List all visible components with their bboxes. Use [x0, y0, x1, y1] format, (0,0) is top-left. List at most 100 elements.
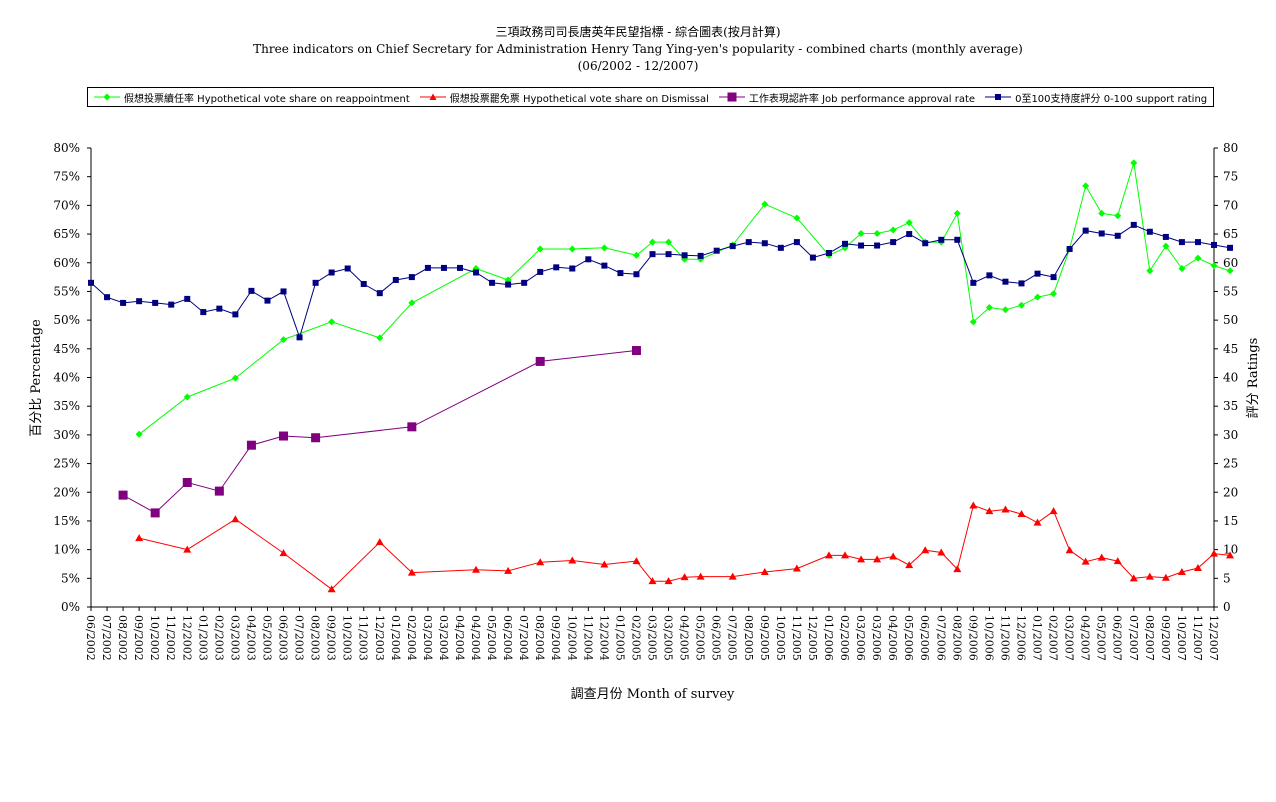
x-axis-title: 調查月份 Month of survey — [571, 687, 735, 702]
data-point-reappointment — [1114, 212, 1122, 220]
data-point-rating — [842, 240, 849, 247]
x-tick-label: 09/2003 — [325, 615, 338, 661]
y-tick-label-right: 60 — [1223, 256, 1238, 270]
data-point-reappointment — [1001, 306, 1009, 314]
data-point-rating — [617, 270, 624, 277]
x-tick-label: 12/2004 — [597, 615, 610, 661]
data-point-reappointment — [793, 214, 801, 222]
x-tick-label: 10/2007 — [1175, 615, 1188, 661]
data-point-rating — [601, 262, 608, 269]
data-point-approval — [150, 508, 160, 518]
data-point-rating — [200, 309, 207, 316]
data-point-reappointment — [889, 226, 897, 234]
legend-swatch-approval — [718, 92, 745, 102]
data-point-rating — [1162, 233, 1169, 240]
data-point-reappointment — [1050, 290, 1058, 298]
data-point-rating — [697, 252, 704, 259]
data-point-rating — [1050, 274, 1057, 281]
data-point-dismissal — [1210, 549, 1218, 557]
x-tick-label: 01/2003 — [196, 615, 209, 661]
x-tick-label: 07/2005 — [726, 615, 739, 661]
data-point-dismissal — [857, 555, 866, 563]
data-point-reappointment — [376, 334, 384, 342]
x-tick-label: 11/2005 — [790, 615, 803, 661]
data-point-rating — [729, 243, 736, 250]
data-point-rating — [922, 240, 929, 247]
data-point-reappointment — [985, 304, 993, 312]
data-point-reappointment — [953, 209, 961, 217]
x-tick-label: 03/2006 — [854, 615, 867, 661]
data-point-rating — [874, 242, 881, 249]
data-point-dismissal — [696, 572, 705, 580]
x-tick-label: 12/2005 — [806, 615, 819, 661]
data-point-reappointment — [1146, 267, 1154, 275]
y-tick-label-right: 50 — [1223, 313, 1238, 327]
y-tick-label-left: 50% — [53, 313, 80, 327]
x-tick-label: 03/2003 — [228, 615, 241, 661]
data-point-reappointment — [1226, 267, 1234, 275]
data-point-reappointment — [408, 299, 416, 307]
data-point-dismissal — [824, 551, 833, 559]
data-point-dismissal — [407, 568, 416, 576]
legend-item-reappointment: 假想投票續任率 Hypothetical vote share on reapp… — [94, 90, 410, 105]
data-point-rating — [232, 311, 239, 318]
y-tick-label-left: 35% — [53, 399, 80, 413]
x-tick-label: 08/2006 — [950, 615, 963, 661]
x-tick-label: 10/2006 — [982, 615, 995, 661]
data-point-dismissal — [327, 585, 336, 593]
legend-swatch-rating — [985, 94, 1012, 100]
data-point-rating — [537, 268, 544, 275]
x-tick-label: 04/2003 — [244, 615, 257, 661]
y-tick-label-left: 15% — [53, 514, 80, 528]
data-point-reappointment — [1034, 293, 1042, 301]
data-point-dismissal — [472, 565, 481, 573]
data-point-rating — [456, 264, 463, 271]
x-tick-label: 08/2002 — [116, 615, 129, 661]
series-line-0 — [138, 162, 1231, 435]
x-tick-label: 04/2004 — [453, 615, 466, 661]
data-point-dismissal — [135, 534, 144, 542]
x-tick-label: 12/2007 — [1207, 615, 1220, 661]
data-point-reappointment — [328, 318, 336, 326]
data-point-rating — [1082, 227, 1089, 234]
x-tick-label: 11/2002 — [164, 615, 177, 661]
data-point-rating — [986, 272, 993, 279]
chart-title: 三項政務司司長唐英年民望指標 - 綜合圖表(按月計算) — [495, 25, 781, 39]
x-tick-label: 08/2003 — [309, 615, 322, 661]
y-tick-label-left: 75% — [53, 170, 80, 184]
data-point-dismissal — [1049, 507, 1058, 515]
data-point-rating — [1034, 270, 1041, 277]
chart-period: (06/2002 - 12/2007) — [577, 59, 699, 73]
x-tick-label: 03/2007 — [1063, 615, 1076, 661]
data-point-dismissal — [1033, 518, 1042, 526]
data-point-rating — [681, 252, 688, 259]
data-point-rating — [890, 239, 897, 246]
legend-label-dismissal: 假想投票罷免票 Hypothetical vote share on Dismi… — [449, 93, 709, 105]
x-tick-label: 12/2006 — [1014, 615, 1027, 661]
x-tick-label: 10/2003 — [341, 615, 354, 661]
y-tick-label-left: 55% — [53, 284, 80, 298]
data-point-rating — [553, 264, 560, 271]
data-point-reappointment — [183, 393, 191, 401]
x-tick-label: 02/2004 — [405, 615, 418, 661]
x-tick-label: 03/2006 — [870, 615, 883, 661]
data-point-rating — [136, 298, 143, 305]
data-point-rating — [954, 236, 961, 243]
y-tick-label-right: 75 — [1223, 170, 1238, 184]
data-point-rating — [489, 279, 496, 286]
data-point-dismissal — [1113, 557, 1122, 565]
data-point-dismissal — [1193, 563, 1202, 571]
data-point-rating — [1018, 280, 1025, 287]
x-tick-label: 05/2006 — [902, 615, 915, 661]
y-tick-label-right: 30 — [1223, 428, 1238, 442]
data-point-rating — [938, 236, 945, 243]
x-tick-label: 10/2004 — [565, 615, 578, 661]
data-point-rating — [858, 242, 865, 249]
data-point-dismissal — [1161, 573, 1170, 581]
y-axis-title-right: 評分 Ratings — [1246, 338, 1261, 419]
data-point-dismissal — [600, 560, 609, 568]
x-tick-label: 09/2004 — [549, 615, 562, 661]
legend-item-rating: 0至100支持度評分 0-100 support rating — [985, 90, 1207, 105]
legend-swatch-dismissal — [419, 93, 446, 100]
x-tick-label: 06/2006 — [918, 615, 931, 661]
